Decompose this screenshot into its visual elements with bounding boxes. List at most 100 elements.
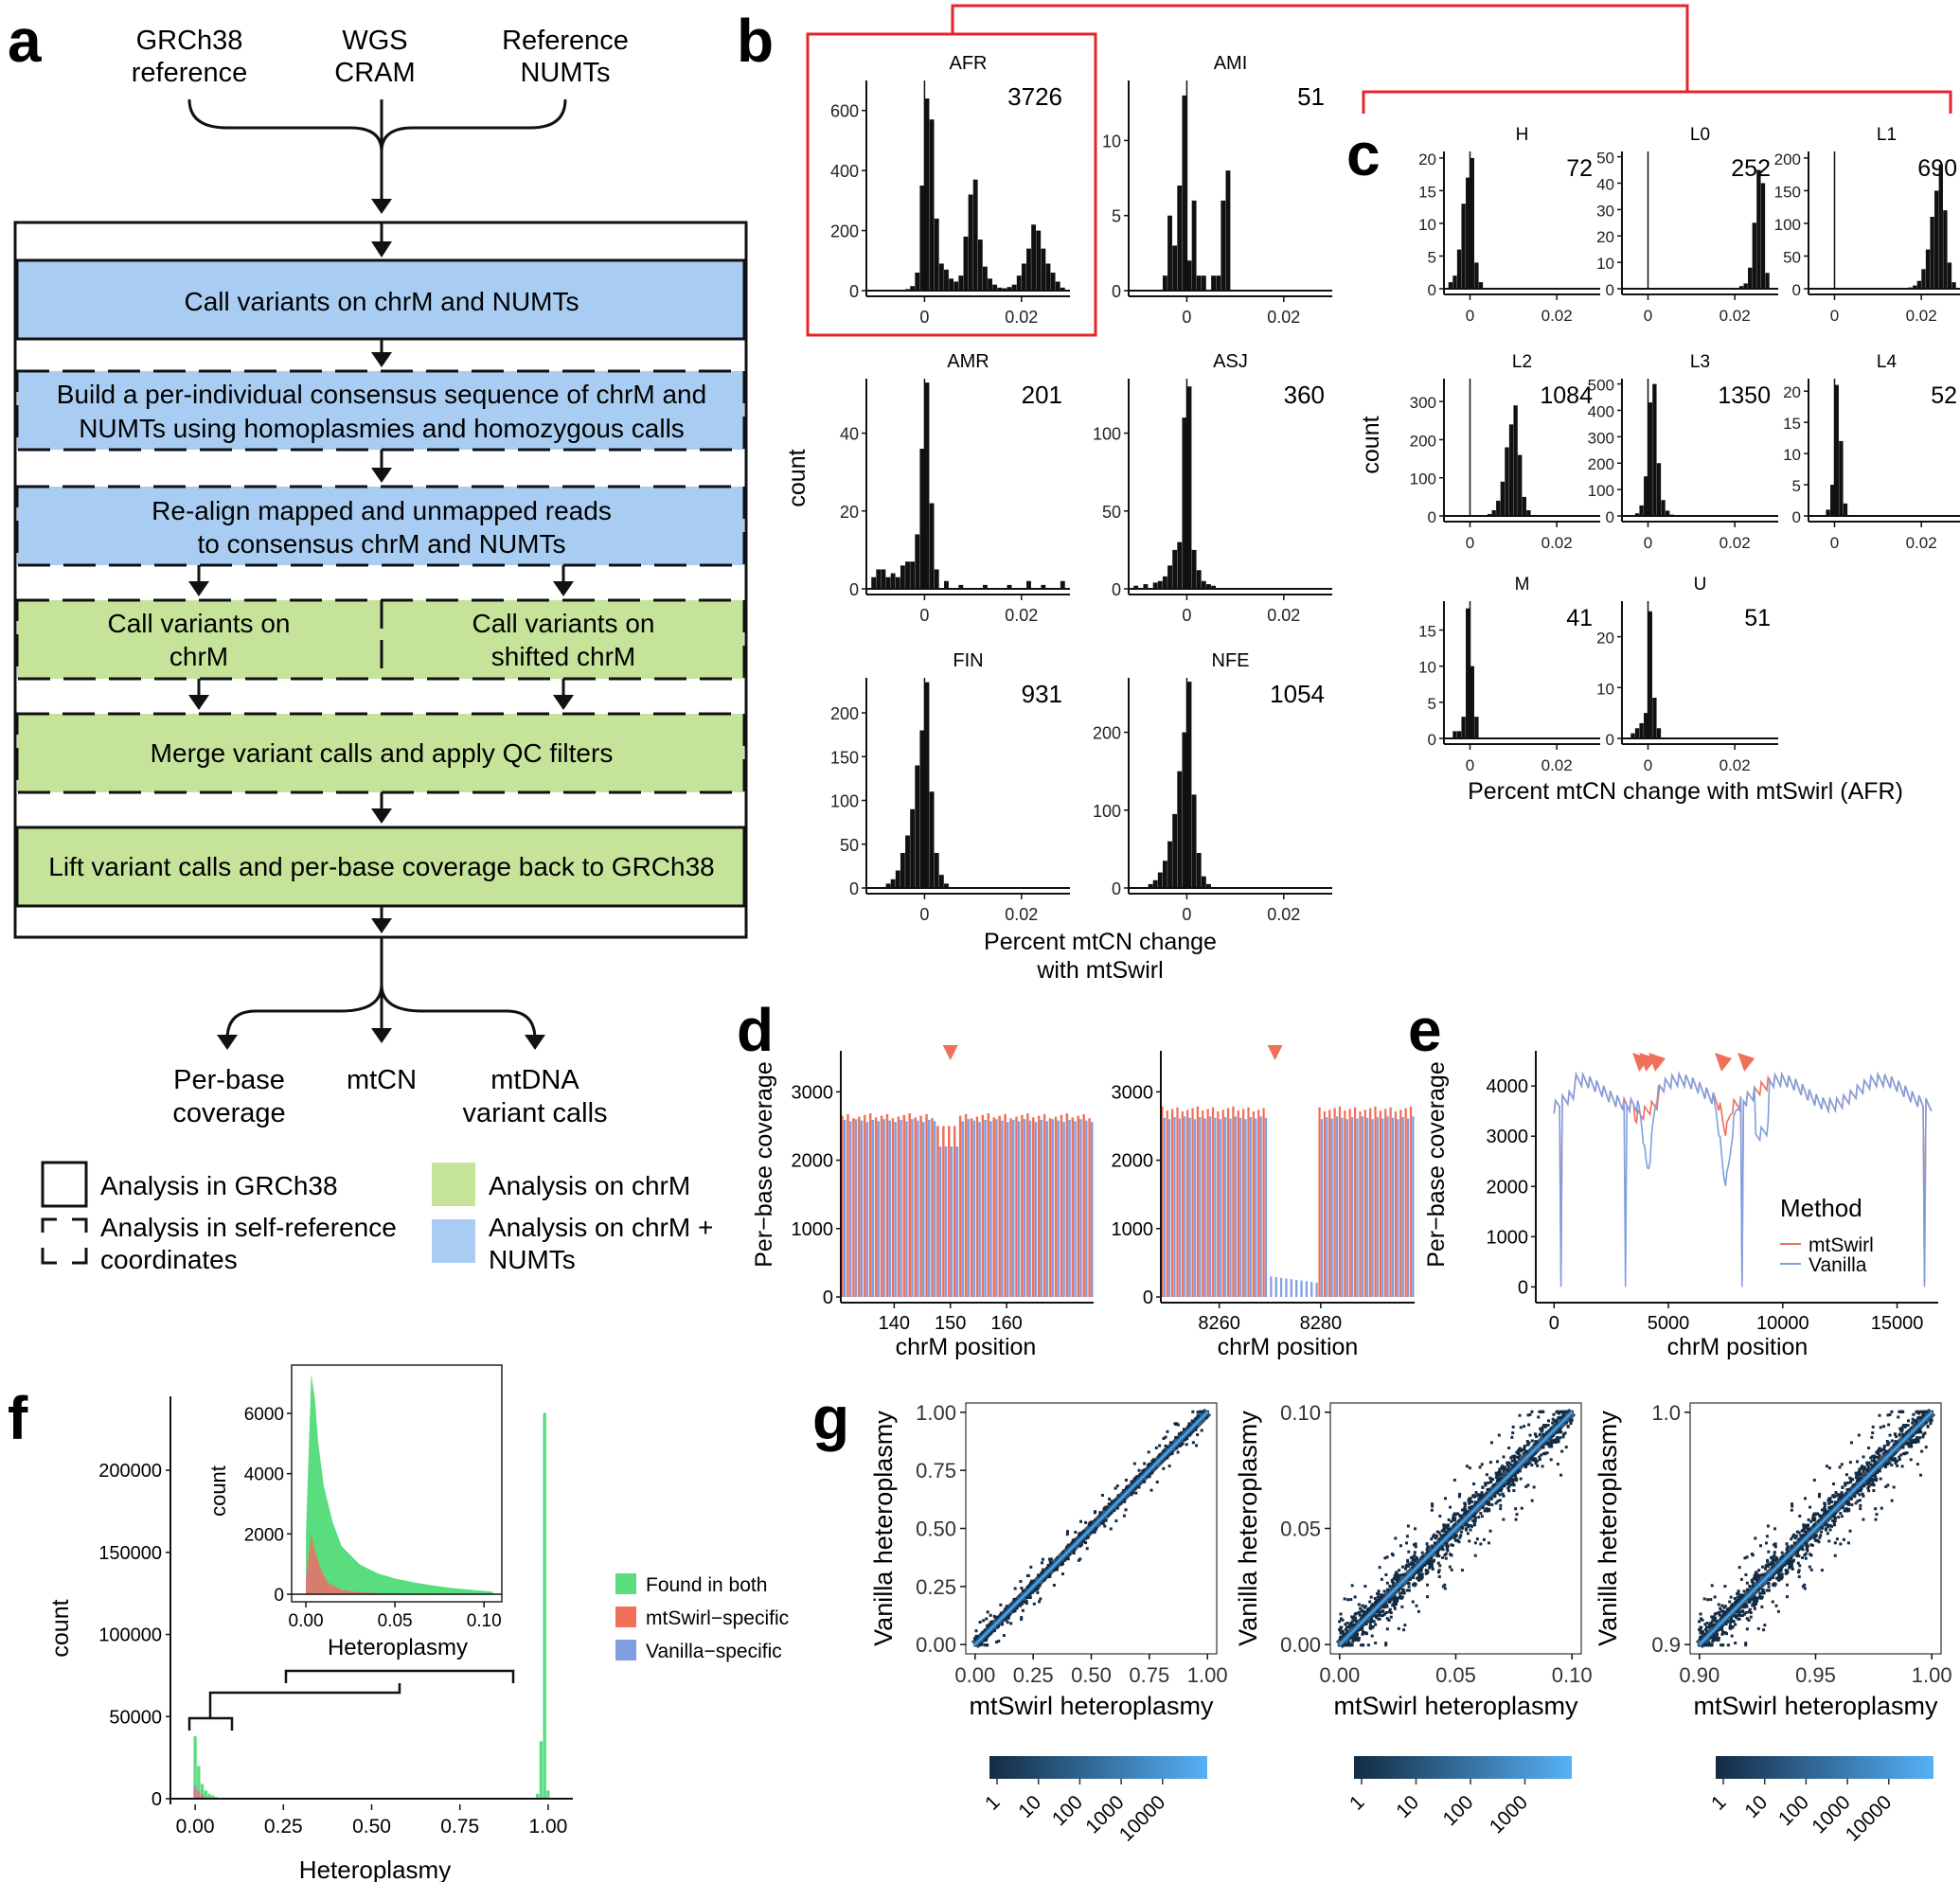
scatter-point [1862,1470,1865,1474]
mtswirl-bar [964,1113,968,1297]
mtswirl-bar [1369,1108,1372,1297]
scatter-point [1806,1544,1809,1548]
vanilla-bar [1023,1119,1026,1297]
vanilla-bar [1376,1117,1380,1297]
scatter-point [1413,1558,1417,1562]
scatter-point [1389,1611,1393,1615]
scatter-point [1400,1605,1404,1608]
hist-n-label: 252 [1731,155,1771,182]
scatter-point [1514,1479,1518,1483]
scatter-point [1452,1514,1455,1518]
scatter-point [1452,1518,1455,1521]
scatter-point [1900,1426,1904,1429]
scatter-point [1524,1465,1528,1469]
scatter-point [1005,1605,1008,1608]
scatter-point [1020,1587,1024,1590]
scatter-point [1721,1631,1725,1635]
d-xlabel-right: chrM position [1218,1334,1359,1360]
scatter-point [1786,1570,1790,1573]
scatter-point [1525,1463,1529,1466]
legend-self-ref-line2: coordinates [100,1245,238,1274]
hist-n-label: 51 [1297,82,1325,111]
scatter-point [1444,1556,1448,1560]
y-tick-label: 10 [1102,132,1121,151]
scatter-point [1877,1456,1880,1460]
scatter-point [1491,1478,1495,1482]
y-tick-label: 3000 [1112,1082,1154,1103]
x-tick-label: 0 [1830,534,1839,552]
scatter-point [1371,1625,1375,1629]
scatter-point [1498,1467,1502,1471]
arrow-down-icon [217,1028,545,1050]
scatter-point [1763,1624,1767,1627]
x-tick-label: 8280 [1300,1313,1343,1334]
hist-bar [1461,204,1466,289]
scatter-point [1917,1412,1921,1415]
y-tick-label: 1000 [1112,1219,1154,1240]
hist-bar [1186,682,1192,888]
y-tick-label: 4000 [1487,1076,1529,1097]
mtswirl-bar [897,1116,900,1297]
scatter-point [1395,1573,1399,1577]
mtswirl-bar [936,1126,939,1297]
scatter-point [1804,1497,1808,1500]
hist-bar [1148,883,1153,888]
scatter-point [1740,1609,1744,1613]
scatter-point [1557,1416,1560,1420]
scatter-point [1361,1643,1364,1647]
mtswirl-bar [1379,1110,1381,1297]
scatter-point [1720,1604,1724,1607]
scatter-point [1384,1643,1388,1647]
x-tick-label: 0 [1549,1313,1559,1334]
scatter-point [1511,1481,1515,1484]
scatter-point [1911,1439,1915,1443]
hist-bar [1943,210,1948,289]
scatter-point [1442,1526,1446,1530]
y-tick-label: 200 [830,704,859,723]
hist-bar [1661,500,1666,516]
scatter-point [1873,1459,1877,1463]
scatter-point [1176,1450,1180,1454]
hist-bar [1934,190,1939,289]
vanilla-bar [972,1120,975,1297]
scatter-point [992,1614,996,1618]
scatter-point [1543,1425,1547,1429]
scatter-point [1833,1554,1837,1557]
scatter-point [1405,1535,1409,1538]
y-tick-label: 300 [1410,394,1436,412]
scatter-point [1195,1444,1199,1447]
scatter-point [1921,1435,1925,1439]
x-tick-label: 0.02 [1005,905,1038,924]
vanilla-bar [1234,1116,1237,1297]
scatter-point [1471,1518,1475,1522]
scatter-point [1706,1598,1710,1602]
scatter-point [1792,1533,1796,1536]
mtswirl-bar [1166,1110,1168,1297]
hist-bar [1162,576,1167,589]
scatter-point [1463,1510,1467,1514]
hist-bar [1947,262,1952,289]
mtswirl-bar [1065,1113,1069,1297]
scatter-point [1803,1587,1807,1590]
scatter-point [1541,1424,1545,1428]
scatter-point [1379,1610,1382,1614]
scatter-point [1507,1447,1511,1450]
step-call-variants-chrm-numts [15,258,746,341]
scatter-point [1892,1485,1896,1489]
scatter-point [1739,1614,1743,1618]
scatter-point [1887,1441,1891,1445]
scatter-point [1498,1473,1502,1477]
scatter-point [1366,1643,1370,1647]
y-tick-label: 15 [1783,415,1801,433]
scatter-point [1799,1534,1803,1537]
hist-bar [876,569,882,589]
y-tick-label: 1.00 [916,1401,956,1425]
hist-title: M [1515,575,1530,595]
scatter-point [1914,1418,1917,1422]
legend-grch38: Analysis in GRCh38 [100,1171,338,1200]
x-tick-label: 0 [1182,905,1191,924]
scatter-point [1871,1481,1875,1484]
panel-g-letter: g [812,1384,849,1452]
